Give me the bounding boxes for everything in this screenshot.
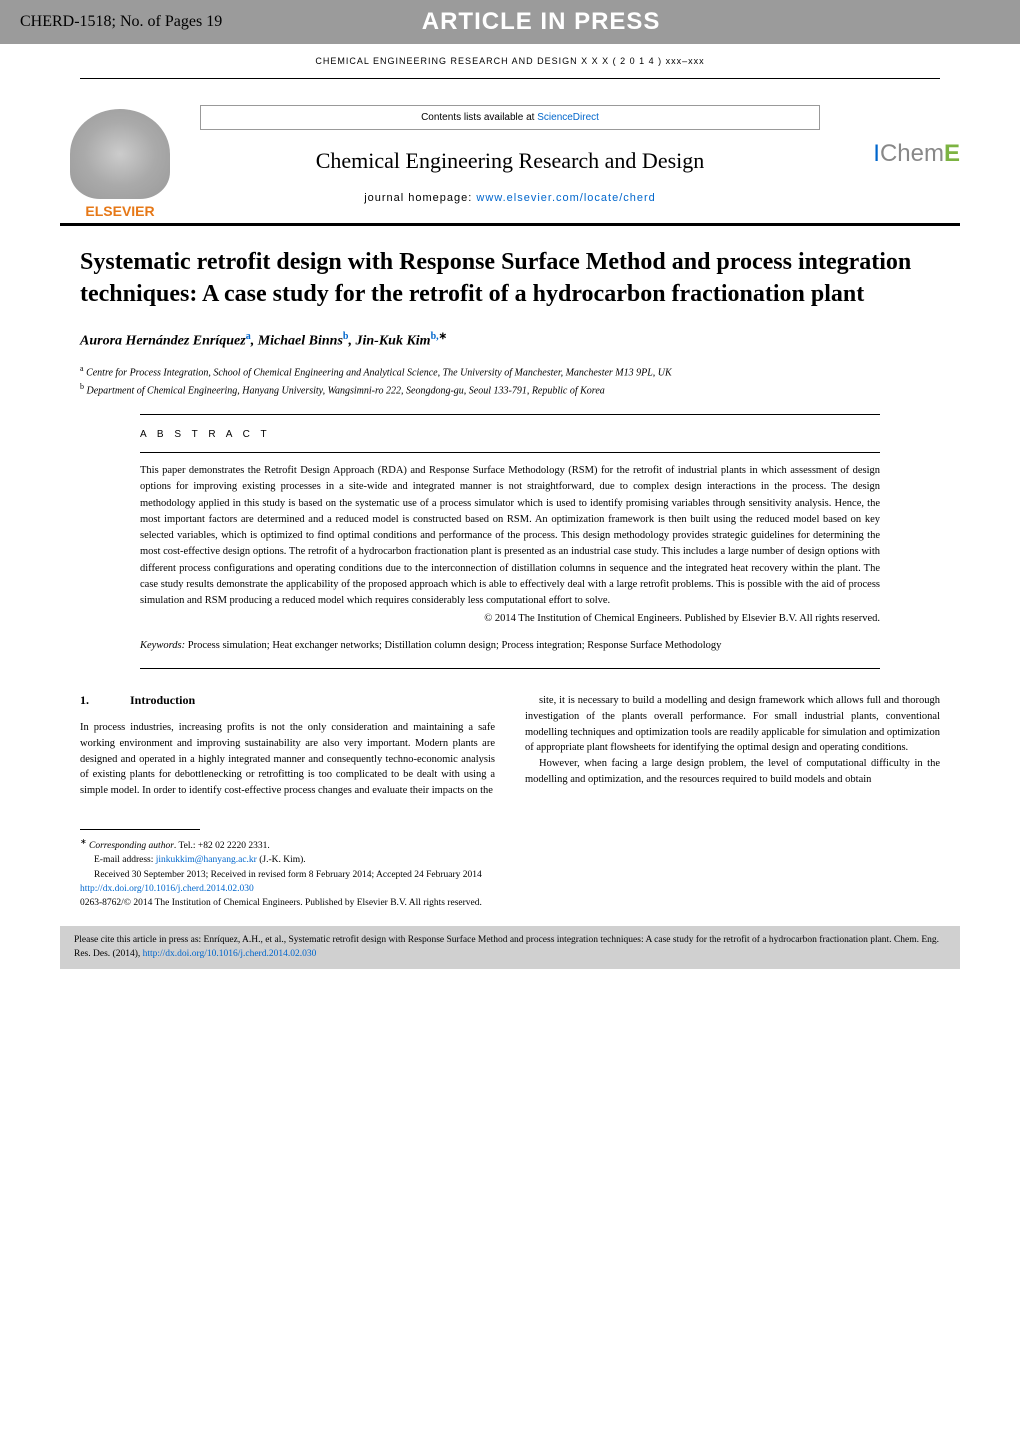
icheme-chem: Chem xyxy=(880,140,944,167)
abstract-copyright: © 2014 The Institution of Chemical Engin… xyxy=(140,613,880,624)
abstract-text: This paper demonstrates the Retrofit Des… xyxy=(140,463,880,609)
homepage-link[interactable]: www.elsevier.com/locate/cherd xyxy=(476,192,655,204)
elsevier-tree-icon xyxy=(70,109,170,199)
contents-text: Contents lists available at xyxy=(421,112,537,123)
section-1-heading: 1.Introduction xyxy=(80,693,495,708)
affiliations: a Centre for Process Integration, School… xyxy=(80,363,940,398)
article-reference: CHERD-1518; No. of Pages 19 xyxy=(20,13,222,31)
affiliation-a: a Centre for Process Integration, School… xyxy=(80,363,940,380)
article-content: Systematic retrofit design with Response… xyxy=(80,246,940,799)
doi-line: http://dx.doi.org/10.1016/j.cherd.2014.0… xyxy=(80,882,940,896)
keywords-text: Process simulation; Heat exchanger netwo… xyxy=(185,640,721,651)
affil-b-text: Department of Chemical Engineering, Hany… xyxy=(84,385,605,396)
corresponding-author: ∗ Corresponding author. Tel.: +82 02 222… xyxy=(80,836,940,853)
email-label: E-mail address: xyxy=(94,855,156,865)
author-2: , Michael Binns xyxy=(251,333,343,348)
author-3-affil: b, xyxy=(431,331,439,342)
header-bar: CHERD-1518; No. of Pages 19 ARTICLE IN P… xyxy=(0,0,1020,44)
citation-doi-link[interactable]: http://dx.doi.org/10.1016/j.cherd.2014.0… xyxy=(143,949,317,959)
icheme-logo: IChemE xyxy=(840,140,960,168)
body-section: 1.Introduction In process industries, in… xyxy=(80,693,940,799)
contents-available-box: Contents lists available at ScienceDirec… xyxy=(200,105,820,130)
keywords: Keywords: Process simulation; Heat excha… xyxy=(140,638,880,669)
article-title: Systematic retrofit design with Response… xyxy=(80,246,940,311)
sciencedirect-link[interactable]: ScienceDirect xyxy=(537,112,599,123)
citation-box: Please cite this article in press as: En… xyxy=(60,926,960,969)
keywords-label: Keywords: xyxy=(140,640,185,651)
homepage-label: journal homepage: xyxy=(364,192,476,204)
elsevier-text: ELSEVIER xyxy=(85,203,154,219)
para-2: site, it is necessary to build a modelli… xyxy=(525,693,940,756)
corr-label: Corresponding author xyxy=(87,841,174,851)
icheme-i: I xyxy=(873,140,880,167)
author-1: Aurora Hernández Enríquez xyxy=(80,333,246,348)
abstract-section: A B S T R A C T This paper demonstrates … xyxy=(140,414,880,669)
journal-homepage: journal homepage: www.elsevier.com/locat… xyxy=(200,192,820,204)
journal-info: Contents lists available at ScienceDirec… xyxy=(180,105,840,204)
para-1: In process industries, increasing profit… xyxy=(80,720,495,799)
email-line: E-mail address: jinkukkim@hanyang.ac.kr … xyxy=(80,853,940,867)
body-text: In process industries, increasing profit… xyxy=(80,693,940,799)
icheme-e: E xyxy=(944,140,960,167)
author-3: , Jin-Kuk Kim xyxy=(348,333,430,348)
para-3: However, when facing a large design prob… xyxy=(525,756,940,788)
section-1-title: Introduction xyxy=(130,693,195,707)
journal-name: Chemical Engineering Research and Design xyxy=(200,148,820,174)
affil-a-text: Centre for Process Integration, School o… xyxy=(84,368,672,379)
section-1-num: 1. xyxy=(80,693,130,708)
abstract-divider xyxy=(140,452,880,453)
abstract-label: A B S T R A C T xyxy=(140,429,880,440)
email-link[interactable]: jinkukkim@hanyang.ac.kr xyxy=(156,855,257,865)
elsevier-logo: ELSEVIER xyxy=(60,89,180,219)
journal-header-line: CHEMICAL ENGINEERING RESEARCH AND DESIGN… xyxy=(80,44,940,79)
authors: Aurora Hernández Enríqueza, Michael Binn… xyxy=(80,331,940,350)
received-line: Received 30 September 2013; Received in … xyxy=(80,868,940,882)
journal-banner: ELSEVIER Contents lists available at Sci… xyxy=(60,89,960,226)
footer-divider xyxy=(80,829,200,830)
email-name: (J.-K. Kim). xyxy=(257,855,306,865)
corr-tel: . Tel.: +82 02 2220 2331. xyxy=(174,841,270,851)
footer-section: ∗ Corresponding author. Tel.: +82 02 222… xyxy=(80,829,940,910)
author-3-corresponding: ∗ xyxy=(439,331,447,342)
article-in-press-banner: ARTICLE IN PRESS xyxy=(422,8,661,36)
doi-link[interactable]: http://dx.doi.org/10.1016/j.cherd.2014.0… xyxy=(80,884,254,894)
issn-line: 0263-8762/© 2014 The Institution of Chem… xyxy=(80,896,940,910)
corr-star: ∗ xyxy=(80,837,87,846)
affiliation-b: b Department of Chemical Engineering, Ha… xyxy=(80,381,940,398)
